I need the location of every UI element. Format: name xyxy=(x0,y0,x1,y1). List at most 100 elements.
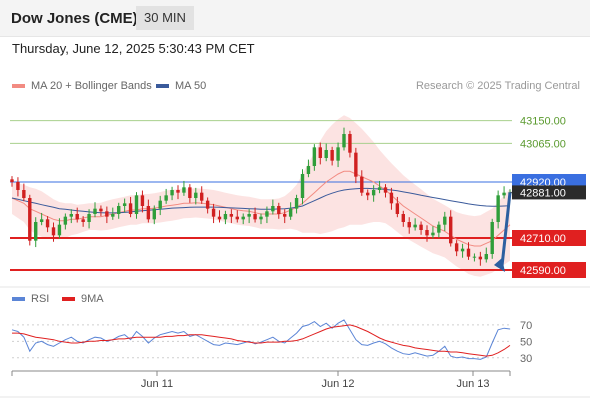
ma9-swatch xyxy=(62,297,75,302)
candle-body xyxy=(283,214,287,217)
candle-body xyxy=(271,206,275,212)
rsi-tick-label: 50 xyxy=(520,336,532,348)
candle-body xyxy=(28,198,32,241)
candle-body xyxy=(200,192,204,201)
rsi-line xyxy=(11,319,511,360)
candle-body xyxy=(502,192,506,196)
candle-body xyxy=(306,166,311,174)
candle-body xyxy=(259,216,263,220)
ma20-swatch xyxy=(12,84,25,89)
candle-body xyxy=(366,192,370,196)
candle-body xyxy=(490,222,494,254)
candle-body xyxy=(170,190,174,196)
candle-body xyxy=(211,208,216,217)
candle-body xyxy=(348,134,352,153)
legend-9ma-label: 9MA xyxy=(81,293,104,305)
candle-body xyxy=(117,206,121,214)
candle-body xyxy=(217,216,222,220)
candle-body xyxy=(288,208,293,217)
candle-body xyxy=(235,216,239,220)
candle-body xyxy=(45,219,50,228)
candle-body xyxy=(454,243,459,252)
last-price-box xyxy=(512,185,586,200)
candle-body xyxy=(294,198,299,209)
candle-body xyxy=(401,214,405,222)
candle-body xyxy=(460,248,465,252)
resistance-label: 43150.00 xyxy=(520,116,566,128)
rsi-tick-label: 30 xyxy=(520,353,532,365)
candle-body xyxy=(395,203,400,214)
rsi-swatch xyxy=(12,297,25,302)
chart-header: Dow Jones (CME) 30 MIN xyxy=(0,0,590,37)
legend-rsi-label: RSI xyxy=(31,293,50,305)
legend-9ma: 9MA xyxy=(62,293,104,305)
support-label-box xyxy=(512,230,586,246)
timeframe-button[interactable]: 30 MIN xyxy=(136,6,194,30)
credit-text: Research © 2025 Trading Central xyxy=(415,80,580,92)
candle-body xyxy=(176,190,180,193)
instrument-title: Dow Jones (CME) xyxy=(11,10,138,27)
candle-body xyxy=(146,206,151,220)
candle-body xyxy=(134,195,139,214)
candle-body xyxy=(342,134,346,148)
candle-body xyxy=(466,248,471,257)
candle-body xyxy=(16,182,20,190)
bollinger-band xyxy=(12,115,510,277)
candle-body xyxy=(99,208,103,212)
candle-body xyxy=(371,190,376,196)
candle-body xyxy=(105,211,109,217)
candle-body xyxy=(496,195,500,222)
candle-body xyxy=(431,232,435,236)
candle-body xyxy=(182,187,186,193)
candle-body xyxy=(360,176,364,193)
candle-body xyxy=(205,200,210,209)
candle-body xyxy=(10,179,14,182)
candle-body xyxy=(336,147,340,161)
support-label: 42590.00 xyxy=(520,265,566,277)
scenario-arrowhead xyxy=(494,258,505,272)
candle-body xyxy=(437,224,441,233)
support-label: 42710.00 xyxy=(520,233,566,245)
x-tick-label: Jun 13 xyxy=(456,378,489,390)
ma50-swatch xyxy=(156,84,169,89)
x-tick-label: Jun 12 xyxy=(321,378,354,390)
candle-body xyxy=(122,203,127,206)
candle-body xyxy=(140,195,145,206)
candle-body xyxy=(164,195,168,201)
candle-body xyxy=(188,187,192,198)
candle-body xyxy=(69,214,73,217)
support-label-box xyxy=(512,262,586,278)
candle-body xyxy=(194,192,198,198)
legend-rsi: RSI xyxy=(12,293,49,305)
candle-body xyxy=(407,222,411,228)
candle-body xyxy=(312,147,317,166)
candle-body xyxy=(93,208,97,214)
candle-body xyxy=(425,230,429,236)
candle-body xyxy=(277,206,281,214)
candle-body xyxy=(152,208,156,220)
candle-body xyxy=(324,150,328,158)
candle-body xyxy=(229,214,234,217)
candle-body xyxy=(472,256,477,258)
candle-body xyxy=(253,214,257,220)
legend-ma20-label: MA 20 + Bollinger Bands xyxy=(31,80,152,92)
candle-body xyxy=(34,222,38,241)
candle-body xyxy=(51,227,56,236)
candle-body xyxy=(484,254,488,260)
rsi-tick-label: 70 xyxy=(520,320,532,332)
candle-body xyxy=(57,224,62,236)
candle-body xyxy=(87,214,91,222)
candle-body xyxy=(449,216,453,244)
candle-body xyxy=(22,190,26,198)
candle-body xyxy=(128,203,133,214)
legend-ma50-label: MA 50 xyxy=(175,80,207,92)
candle-body xyxy=(383,187,388,193)
candle-body xyxy=(223,214,228,220)
candle-body xyxy=(354,152,358,177)
candle-body xyxy=(318,147,322,158)
candle-body xyxy=(158,200,162,209)
candle-body xyxy=(330,150,334,161)
candle-body xyxy=(419,224,423,230)
rsi-ma9-line xyxy=(12,324,511,357)
candle-body xyxy=(75,214,79,220)
